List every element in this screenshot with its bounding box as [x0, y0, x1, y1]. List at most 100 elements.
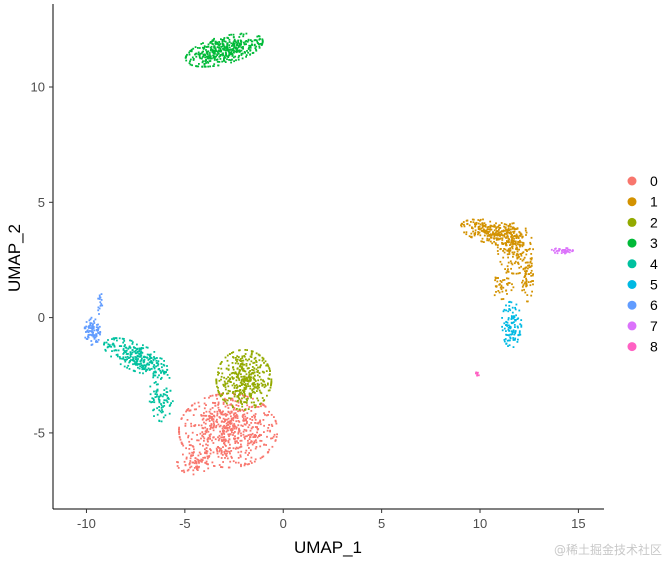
point — [148, 353, 150, 356]
point — [228, 466, 231, 469]
point — [246, 377, 248, 380]
point — [89, 324, 92, 327]
point — [217, 371, 219, 374]
point — [238, 390, 240, 392]
point — [188, 444, 191, 446]
point — [511, 263, 514, 266]
point — [144, 367, 147, 369]
point — [130, 339, 133, 342]
point — [242, 389, 244, 392]
point — [223, 376, 225, 379]
point — [218, 450, 221, 453]
point — [240, 424, 243, 427]
point — [265, 414, 268, 417]
point — [224, 382, 227, 385]
point — [531, 274, 534, 277]
point — [87, 331, 90, 334]
point — [197, 439, 200, 442]
point — [91, 325, 94, 328]
point — [529, 257, 532, 260]
point — [230, 411, 233, 414]
point — [509, 260, 512, 263]
point — [513, 243, 516, 245]
point — [239, 363, 242, 365]
point — [230, 51, 232, 54]
point — [243, 464, 246, 467]
point — [224, 405, 227, 408]
point — [207, 430, 210, 433]
point — [499, 286, 502, 289]
point — [203, 412, 205, 414]
point — [527, 281, 530, 283]
point — [246, 412, 249, 415]
point — [161, 370, 164, 372]
point — [85, 331, 87, 333]
point — [218, 372, 220, 374]
point — [486, 239, 489, 242]
point — [140, 364, 143, 367]
point — [156, 413, 159, 416]
point — [275, 436, 278, 438]
point — [225, 415, 227, 417]
point — [227, 411, 230, 414]
point — [244, 415, 247, 418]
point — [224, 56, 226, 59]
point — [249, 376, 252, 378]
point — [201, 57, 203, 60]
legend-swatch-8 — [627, 342, 637, 352]
point — [479, 228, 481, 231]
point — [511, 251, 514, 254]
point — [233, 382, 235, 385]
point — [231, 429, 234, 431]
point — [201, 61, 204, 64]
point — [245, 385, 248, 388]
point — [209, 412, 212, 415]
point — [190, 444, 192, 447]
point — [522, 251, 525, 254]
point — [253, 434, 256, 437]
point — [261, 43, 264, 45]
point — [268, 378, 271, 380]
point — [530, 262, 533, 265]
point — [505, 343, 508, 345]
point — [153, 399, 155, 401]
point — [525, 266, 528, 269]
point — [151, 362, 154, 365]
point — [223, 427, 226, 429]
point — [226, 359, 229, 362]
point — [188, 440, 191, 443]
point — [472, 221, 475, 224]
point — [250, 456, 253, 459]
point — [527, 273, 530, 275]
point — [229, 373, 231, 376]
y-tick-label: -5 — [33, 425, 45, 440]
point — [258, 45, 261, 48]
point — [505, 223, 508, 226]
point — [505, 309, 507, 312]
point — [153, 374, 156, 377]
point — [508, 339, 510, 342]
point — [555, 250, 558, 252]
point — [124, 360, 127, 363]
point — [161, 366, 163, 369]
point — [195, 65, 197, 67]
point — [510, 267, 512, 270]
point — [202, 444, 204, 447]
point — [238, 359, 241, 362]
point — [229, 59, 232, 61]
point — [213, 402, 216, 404]
point — [198, 424, 200, 427]
point — [230, 381, 232, 383]
point — [188, 62, 191, 65]
point — [244, 463, 247, 465]
point — [515, 248, 517, 250]
point — [152, 376, 155, 379]
point — [496, 280, 499, 283]
point — [221, 39, 224, 41]
point — [161, 409, 163, 411]
point — [199, 52, 202, 55]
point — [155, 371, 157, 374]
point — [169, 389, 172, 392]
point — [211, 40, 213, 43]
point — [495, 239, 498, 241]
